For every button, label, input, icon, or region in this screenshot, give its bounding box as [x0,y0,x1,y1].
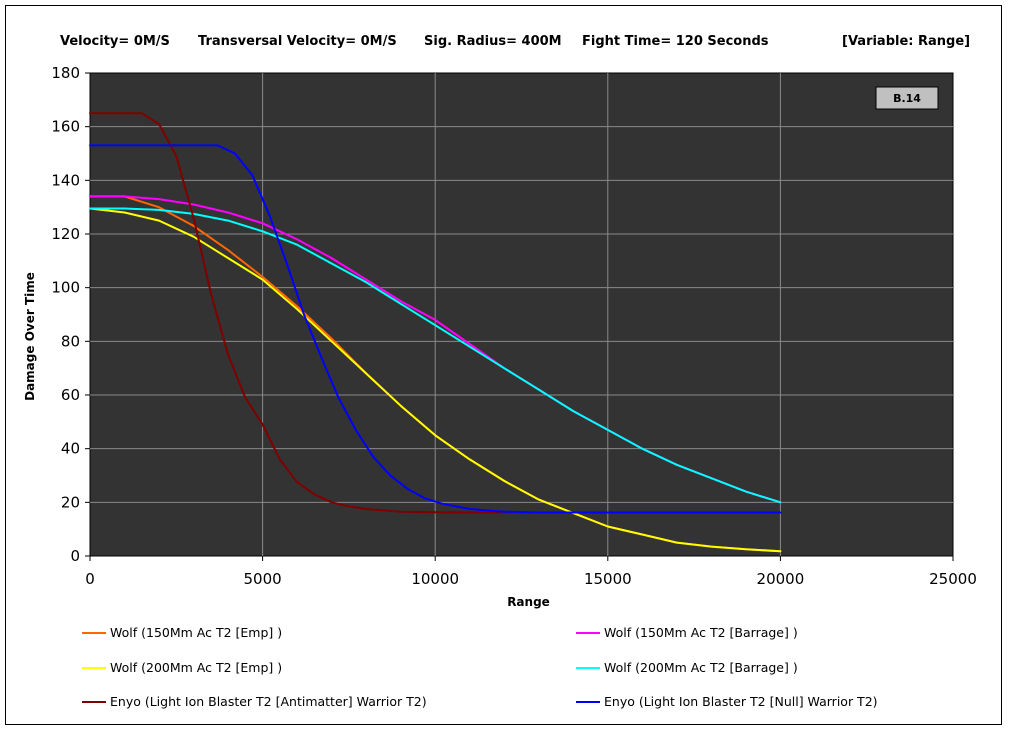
y-tick-label: 40 [61,440,80,458]
y-tick-label: 160 [51,118,80,136]
y-tick-label: 60 [61,386,80,404]
legend-label: Enyo (Light Ion Blaster T2 [Antimatter] … [110,694,427,709]
legend-label: Wolf (150Mm Ac T2 [Barrage] ) [604,625,798,640]
y-tick-label: 180 [51,64,80,82]
y-tick-label: 120 [51,225,80,243]
series-line-4 [89,207,782,504]
x-tick-label: 5000 [244,570,282,588]
y-tick-label: 80 [61,332,80,350]
y-tick-label: 140 [51,171,80,189]
x-tick-label: 20000 [757,570,805,588]
variable-label: [Variable: Range] [842,34,971,49]
legend-label: Wolf (150Mm Ac T2 [Emp] ) [110,625,282,640]
badge-label: B.14 [893,92,921,105]
legend-label: Enyo (Light Ion Blaster T2 [Null] Warrio… [604,694,878,709]
series-line-5 [89,112,782,514]
sig-radius-label: Sig. Radius= 400M [424,34,562,49]
y-tick-label: 20 [61,493,80,511]
y-tick-label: 0 [70,547,80,565]
x-tick-label: 0 [85,570,95,588]
x-axis-title: Range [507,595,550,609]
y-axis-title: Damage Over Time [23,272,37,401]
series-line-3 [89,207,782,553]
legend-label: Wolf (200Mm Ac T2 [Barrage] ) [604,660,798,675]
y-tick-label: 100 [51,279,80,297]
x-tick-label: 15000 [584,570,632,588]
velocity-label: Velocity= 0M/S [60,34,170,49]
x-tick-label: 10000 [411,570,459,588]
transversal-velocity-label: Transversal Velocity= 0M/S [198,34,397,49]
fight-time-label: Fight Time= 120 Seconds [582,34,769,49]
series-line-6 [89,144,782,514]
x-tick-label: 25000 [929,570,977,588]
legend-label: Wolf (200Mm Ac T2 [Emp] ) [110,660,282,675]
badge-box [875,86,939,110]
